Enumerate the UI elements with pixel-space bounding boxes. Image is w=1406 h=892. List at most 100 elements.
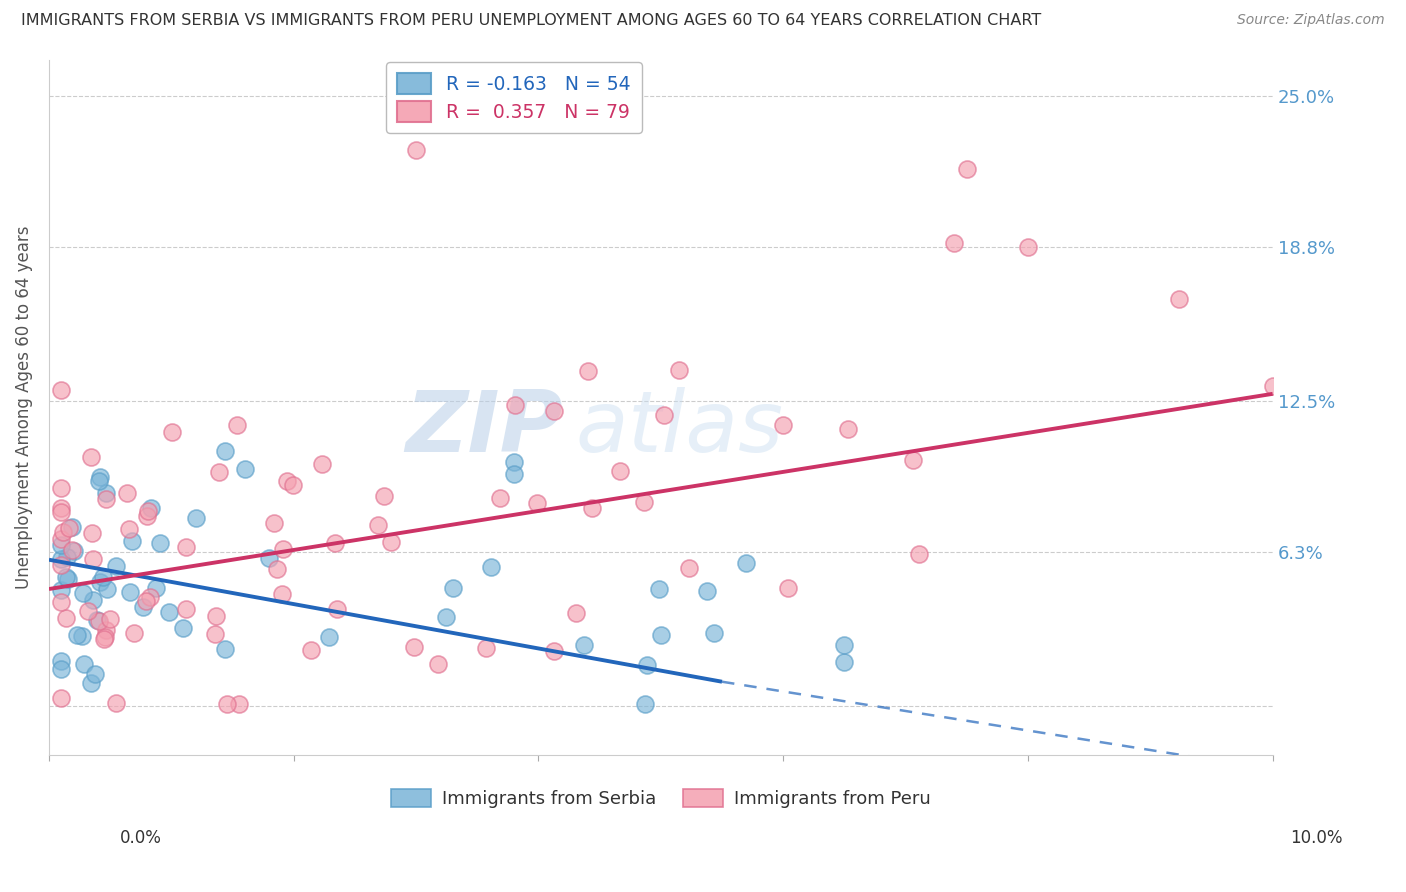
Point [51,654,73,668]
Point [311,457,333,471]
Point [96,582,118,596]
Point [51,552,73,566]
Point [543,404,565,418]
Point [56,572,79,586]
Point [72,629,94,643]
Point [94,623,117,637]
Point [834,638,856,652]
Point [84,667,107,681]
Text: 10.0%: 10.0% [1291,829,1343,847]
Point [943,235,966,250]
Point [479,560,502,574]
Point [82,552,104,566]
Point [136,508,159,523]
Text: 0.0%: 0.0% [120,829,162,847]
Point [89,470,111,484]
Point [576,364,599,378]
Point [135,594,157,608]
Point [89,574,111,589]
Point [157,605,180,619]
Point [174,602,197,616]
Point [526,496,548,510]
Point [276,474,298,488]
Point [139,500,162,515]
Point [637,658,659,673]
Point [503,467,526,482]
Point [121,534,143,549]
Point [94,486,117,500]
Point [564,606,586,620]
Point [1017,240,1039,254]
Point [503,398,526,412]
Text: IMMIGRANTS FROM SERBIA VS IMMIGRANTS FROM PERU UNEMPLOYMENT AMONG AGES 60 TO 64 : IMMIGRANTS FROM SERBIA VS IMMIGRANTS FRO… [21,13,1042,29]
Point [650,628,672,642]
Point [696,583,718,598]
Point [66,628,89,642]
Point [94,630,117,644]
Point [51,662,73,676]
Point [55,611,77,625]
Point [77,603,100,617]
Point [441,581,464,595]
Point [73,657,96,671]
Point [82,525,104,540]
Point [51,595,73,609]
Legend: Immigrants from Serbia, Immigrants from Peru: Immigrants from Serbia, Immigrants from … [384,782,938,815]
Point [98,612,121,626]
Point [634,697,657,711]
Text: Source: ZipAtlas.com: Source: ZipAtlas.com [1237,13,1385,28]
Point [72,585,94,599]
Point [257,551,280,566]
Point [52,525,75,540]
Point [51,501,73,516]
Point [956,162,979,177]
Point [186,511,208,525]
Point [51,538,73,552]
Point [51,558,73,573]
Point [633,495,655,509]
Point [60,542,83,557]
Point [139,590,162,604]
Point [51,481,73,495]
Point [51,690,73,705]
Point [402,640,425,654]
Point [225,418,247,433]
Point [475,641,498,656]
Point [323,536,346,550]
Point [668,363,690,377]
Point [1261,379,1284,393]
Point [299,643,322,657]
Point [94,491,117,506]
Point [204,609,226,624]
Point [136,503,159,517]
Point [703,626,725,640]
Point [118,522,141,536]
Point [93,632,115,646]
Point [132,600,155,615]
Point [58,521,80,535]
Point [172,621,194,635]
Point [281,478,304,492]
Point [380,534,402,549]
Point [772,417,794,432]
Point [325,602,347,616]
Point [574,638,596,652]
Point [80,450,103,464]
Point [93,570,115,584]
Point [55,550,77,565]
Point [51,383,73,397]
Point [678,561,700,575]
Point [208,465,231,479]
Point [367,518,389,533]
Point [318,630,340,644]
Point [122,625,145,640]
Y-axis label: Unemployment Among Ages 60 to 64 years: Unemployment Among Ages 60 to 64 years [15,226,32,589]
Point [271,541,294,556]
Point [908,547,931,561]
Point [204,626,226,640]
Point [160,425,183,440]
Point [543,644,565,658]
Point [834,655,856,669]
Point [105,559,128,574]
Point [776,582,799,596]
